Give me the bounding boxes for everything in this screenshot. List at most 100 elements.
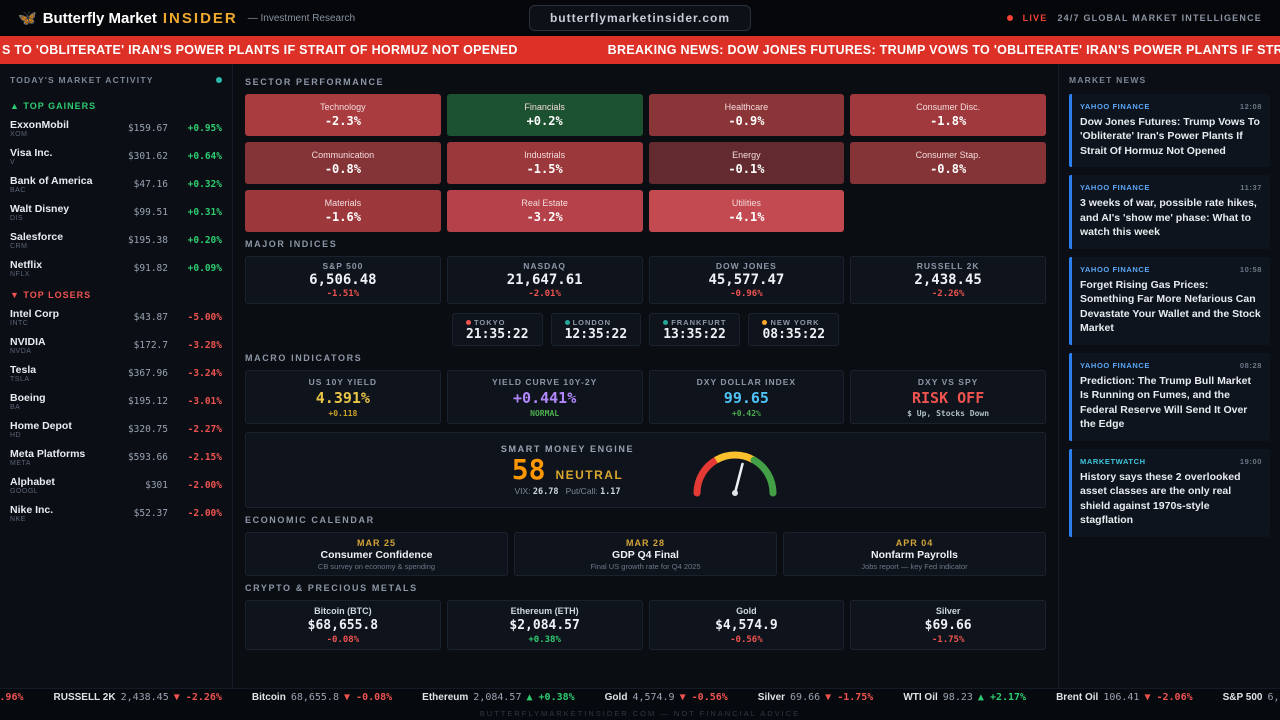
clock-time: 08:35:22 bbox=[762, 327, 826, 342]
stock-row-loser[interactable]: Nike Inc. NKE $52.37 -2.00% bbox=[10, 500, 222, 528]
news-time: 12:08 bbox=[1239, 102, 1262, 111]
sector-tile[interactable]: Industrials -1.5% bbox=[446, 142, 643, 184]
ticker-item[interactable]: RUSSELL 2K 2,438.45 ▼ -2.26% bbox=[53, 692, 222, 703]
stock-ticker: NVDA bbox=[10, 348, 32, 355]
stock-row-loser[interactable]: Home Depot HD $320.75 -2.27% bbox=[10, 416, 222, 444]
asset-change: -0.08% bbox=[326, 634, 360, 645]
stock-row-loser[interactable]: Alphabet GOOGL $301 -2.00% bbox=[10, 472, 222, 500]
smart-money-sentiment: NEUTRAL bbox=[555, 467, 624, 482]
event-title: Consumer Confidence bbox=[320, 548, 433, 561]
ticker-item[interactable]: Gold 4,574.9 ▼ -0.56% bbox=[604, 692, 728, 703]
asset-change: -0.56% bbox=[730, 634, 763, 645]
sector-tile[interactable]: Real Estate -3.2% bbox=[446, 190, 643, 232]
stock-row-gainer[interactable]: Walt Disney DIS $99.51 +0.31% bbox=[10, 199, 222, 227]
asset-name: Ethereum (ETH) bbox=[510, 605, 579, 616]
news-card[interactable]: YAHOO FINANCE 11:37 3 weeks of war, possi… bbox=[1069, 175, 1270, 249]
asset-price: $69.66 bbox=[924, 617, 972, 633]
market-status-dot bbox=[663, 320, 669, 325]
event-title: GDP Q4 Final bbox=[612, 548, 679, 561]
asset-name: Silver bbox=[935, 605, 961, 616]
world-clock: LONDON 12:35:22 bbox=[550, 313, 642, 346]
world-clocks: TOKYO 21:35:22 LONDON 12:35:22 FRANKFURT 13… bbox=[245, 313, 1046, 346]
stock-ticker: INTC bbox=[10, 320, 29, 327]
news-card[interactable]: YAHOO FINANCE 10:58 Forget Rising Gas Pri… bbox=[1069, 256, 1270, 345]
stock-ticker: NFLX bbox=[10, 271, 30, 278]
stock-change: -3.24% bbox=[187, 368, 222, 379]
index-change: -1.51% bbox=[326, 289, 360, 299]
stock-row-gainer[interactable]: Visa Inc. V $301.62 +0.64% bbox=[10, 143, 222, 171]
app-header: 🦋 Butterfly Market INSIDER — Investment … bbox=[0, 0, 1280, 36]
stock-change: -3.01% bbox=[187, 396, 222, 407]
asset-card: Gold $4,574.9 -0.56% bbox=[648, 600, 845, 650]
sector-tile[interactable]: Utilities -4.1% bbox=[648, 190, 845, 232]
sector-tile[interactable]: Consumer Disc. -1.8% bbox=[850, 94, 1046, 136]
crypto-metals-heading: CRYPTO & PRECIOUS METALS bbox=[245, 583, 418, 593]
stock-row-gainer[interactable]: Netflix NFLX $91.82 +0.09% bbox=[10, 255, 222, 283]
stock-row-loser[interactable]: NVIDIA NVDA $172.7 -3.28% bbox=[10, 332, 222, 360]
stock-name: Netflix bbox=[10, 259, 43, 271]
macro-sub: +0.42% bbox=[731, 408, 761, 418]
stock-change: +0.64% bbox=[187, 151, 222, 162]
sector-change: -0.9% bbox=[728, 114, 765, 128]
top-losers-heading: ▼ TOP LOSERS bbox=[10, 290, 92, 300]
macro-label: US 10Y YIELD bbox=[308, 376, 378, 387]
stock-row-gainer[interactable]: Bank of America BAC $47.16 +0.32% bbox=[10, 171, 222, 199]
sector-tile[interactable]: Technology -2.3% bbox=[245, 94, 441, 136]
stock-ticker: BA bbox=[10, 404, 21, 411]
sector-tile[interactable]: Financials +0.2% bbox=[446, 94, 643, 136]
event-date: APR 04 bbox=[895, 537, 934, 548]
news-time: 08:28 bbox=[1239, 360, 1262, 370]
market-status-dot bbox=[564, 320, 570, 325]
sector-tile[interactable]: Communication -0.8% bbox=[245, 142, 441, 184]
ticker-item[interactable]: Silver 69.66 ▼ -1.75% bbox=[757, 692, 874, 703]
stock-row-loser[interactable]: Tesla TSLA $367.96 -3.24% bbox=[10, 360, 222, 388]
news-card[interactable]: YAHOO FINANCE 08:28 Prediction: The Trump… bbox=[1069, 352, 1270, 441]
stock-name: Visa Inc. bbox=[10, 147, 53, 159]
ticker-item[interactable]: Bitcoin 68,655.8 ▼ -0.08% bbox=[251, 692, 393, 703]
brand-accent: INSIDER bbox=[162, 9, 238, 27]
ticker-item[interactable]: Ethereum 2,084.57 ▲ +0.38% bbox=[422, 692, 575, 703]
down-arrow-icon: ▼ bbox=[825, 692, 832, 703]
news-source: MARKETWATCH bbox=[1080, 456, 1146, 466]
macro-value: 4.391% bbox=[315, 388, 370, 407]
sentiment-gauge bbox=[693, 451, 777, 497]
news-card[interactable]: YAHOO FINANCE 12:08 Dow Jones Futures: Tr… bbox=[1069, 94, 1270, 168]
stock-row-gainer[interactable]: Salesforce CRM $195.38 +0.20% bbox=[10, 227, 222, 255]
putcall-value: 1.17 bbox=[600, 486, 621, 497]
stock-name: Alphabet bbox=[10, 476, 55, 488]
news-headline: Prediction: The Trump Bull Market Is Run… bbox=[1080, 374, 1251, 431]
up-arrow-icon: ▲ bbox=[526, 692, 533, 703]
sector-tile[interactable]: Consumer Stap. -0.8% bbox=[850, 142, 1046, 184]
sector-tile[interactable]: Energy -0.1% bbox=[648, 142, 845, 184]
index-name: S&P 500 bbox=[322, 261, 364, 271]
macro-label: DXY VS SPY bbox=[917, 376, 979, 387]
brand-primary: Butterfly Market bbox=[42, 9, 157, 27]
stock-row-loser[interactable]: Intel Corp INTC $43.87 -5.00% bbox=[10, 304, 222, 332]
stock-name: Walt Disney bbox=[10, 203, 70, 215]
news-headline: 3 weeks of war, possible rate hikes, and… bbox=[1080, 197, 1257, 239]
breaking-news-ticker[interactable]: S TO 'OBLITERATE' IRAN'S POWER PLANTS IF… bbox=[0, 36, 1280, 64]
news-source: YAHOO FINANCE bbox=[1080, 360, 1151, 370]
news-time: 10:58 bbox=[1239, 264, 1262, 274]
domain-pill-button[interactable]: butterflymarketinsider.com bbox=[528, 5, 752, 31]
stock-price: $172.7 bbox=[133, 340, 168, 351]
brand-tagline: — Investment Research bbox=[247, 12, 355, 24]
sector-tile[interactable]: Healthcare -0.9% bbox=[648, 94, 845, 136]
stock-row-loser[interactable]: Boeing BA $195.12 -3.01% bbox=[10, 388, 222, 416]
stock-row-loser[interactable]: Meta Platforms META $593.66 -2.15% bbox=[10, 444, 222, 472]
ticker-item[interactable]: WTI Oil 98.23 ▲ +2.17% bbox=[903, 692, 1027, 703]
clock-city: NEW YORK bbox=[770, 318, 820, 327]
ticker-item[interactable]: Brent Oil 106.41 ▼ -2.06% bbox=[1056, 692, 1193, 703]
sector-change: -0.8% bbox=[930, 162, 967, 176]
crypto-grid: Bitcoin (BTC) $68,655.8 -0.08% Ethereum (E… bbox=[245, 600, 1046, 650]
news-card[interactable]: MARKETWATCH 19:00 History says these 2 ov… bbox=[1069, 448, 1270, 537]
gauge-arc-red bbox=[693, 456, 720, 497]
macro-card: US 10Y YIELD 4.391% +0.118 bbox=[245, 370, 441, 424]
sector-tile[interactable]: Materials -1.6% bbox=[245, 190, 441, 232]
stock-row-gainer[interactable]: ExxonMobil XOM $159.67 +0.95% bbox=[10, 115, 222, 143]
stock-price: $320.75 bbox=[127, 424, 168, 435]
event-description: Jobs report — key Fed indicator bbox=[861, 561, 968, 571]
